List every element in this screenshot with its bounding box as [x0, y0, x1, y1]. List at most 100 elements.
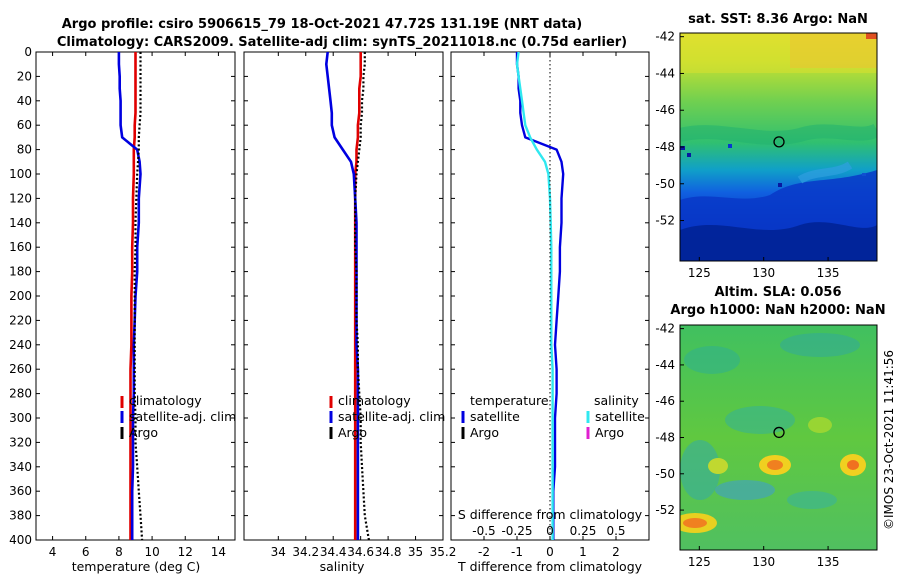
sst-title: sat. SST: 8.36 Argo: NaN [688, 12, 868, 27]
sla-title-1: Altim. SLA: 0.056 [715, 285, 842, 300]
top-x-tick-label: 0.25 [570, 524, 597, 538]
y-tick-label: 80 [17, 143, 32, 157]
series-temperature-satellite [515, 52, 565, 540]
y-tick-label: 200 [9, 289, 32, 303]
top-x-tick-label: -0.25 [501, 524, 532, 538]
title-line-1: Argo profile: csiro 5906615_79 18-Oct-20… [62, 17, 583, 32]
salinity-axes-frame [243, 51, 444, 541]
temperature-x-ticks: 4 6 8 10 12 14 [49, 52, 226, 559]
y-tick-label: 320 [9, 435, 32, 449]
map-y-tick-label: -52 [655, 503, 675, 517]
series-salinity-satellite [515, 51, 554, 540]
s-difference-ticks: -0.5 -0.25 0 0.25 0.5 [472, 524, 625, 538]
legend-t-satellite-label: satellite [470, 409, 520, 424]
sla-map-panel: -42 -44 -46 -48 -50 -52 125 130 135 [655, 322, 878, 569]
x-tick-label: 34.2 [292, 545, 319, 559]
legend-climatology-label: climatology [338, 393, 411, 408]
series-argo [133, 52, 144, 541]
x-tick-label: 4 [49, 545, 57, 559]
y-tick-label: 260 [9, 362, 32, 376]
map-x-tick-label: 130 [752, 266, 775, 280]
sla-map-y-ticks: -42 -44 -46 -48 -50 -52 [655, 322, 684, 517]
y-tick-label: 340 [9, 460, 32, 474]
y-tick-label: 180 [9, 265, 32, 279]
x-tick-label: 0 [546, 545, 554, 559]
x-tick-label: -2 [478, 545, 490, 559]
y-tick-label: 120 [9, 191, 32, 205]
salinity-x-ticks: 34 34.2 34.4 34.6 34.8 35 35.2 [271, 52, 457, 559]
x-tick-label: 34.8 [375, 545, 402, 559]
t-difference-label: T difference from climatology [457, 559, 643, 574]
legend-salinity-heading: salinity [594, 393, 639, 408]
map-x-tick-label: 135 [817, 555, 840, 569]
y-tick-label: 240 [9, 338, 32, 352]
map-y-tick-label: -42 [655, 30, 675, 44]
series-climatology [129, 52, 137, 540]
y-tick-label: 220 [9, 313, 32, 327]
sst-map-panel: -42 -44 -46 -48 -50 -52 125 130 135 [655, 30, 878, 280]
sst-argo-location-marker [773, 136, 785, 148]
sla-title-2: Argo h1000: NaN h2000: NaN [670, 303, 885, 318]
x-tick-label: 35 [408, 545, 423, 559]
y-tick-label: 380 [9, 509, 32, 523]
title-line-2: Climatology: CARS2009. Satellite-adj cli… [57, 35, 627, 50]
sla-map-x-ticks: 125 130 135 [688, 546, 840, 569]
x-tick-label: 35.2 [430, 545, 457, 559]
difference-y-ticks [451, 51, 649, 541]
salinity-series [325, 51, 370, 541]
difference-series [515, 51, 565, 540]
map-y-tick-label: -46 [655, 394, 675, 408]
sla-argo-location-marker [773, 426, 785, 439]
series-satellite-adj-clim [117, 52, 142, 540]
difference-legend: temperature satellite Argo salinity sate… [461, 393, 645, 440]
map-x-tick-label: 130 [752, 555, 775, 569]
legend-t-argo-label: Argo [470, 425, 499, 440]
map-y-tick-label: -50 [655, 467, 675, 481]
map-y-tick-label: -46 [655, 103, 675, 117]
salinity-x-label: salinity [320, 559, 365, 574]
temperature-series [117, 52, 144, 541]
map-y-tick-label: -50 [655, 177, 675, 191]
salinity-panel: 34 34.2 34.4 34.6 34.8 35 35.2 salinity climat… [243, 51, 457, 574]
y-tick-label: 300 [9, 411, 32, 425]
temperature-legend: climatology satellite-adj. clim Argo [120, 393, 236, 440]
x-tick-label: 12 [178, 545, 193, 559]
top-x-tick-label: 0 [546, 524, 554, 538]
series-satellite-adj-clim [325, 51, 360, 540]
x-tick-label: 6 [82, 545, 90, 559]
x-tick-label: 34.4 [320, 545, 347, 559]
temperature-panel: 0 20 40 60 80 100 120 140 160 180 200 220 240 260 280 3… [9, 45, 236, 574]
salinity-y-ticks [244, 51, 443, 541]
y-tick-label: 140 [9, 216, 32, 230]
series-argo [354, 52, 370, 541]
temperature-y-ticks: 0 20 40 60 80 100 120 140 160 180 200 220 240 260 280 3… [9, 45, 235, 547]
top-x-tick-label: 0.5 [606, 524, 625, 538]
map-y-tick-label: -48 [655, 431, 675, 445]
x-tick-label: 34.6 [347, 545, 374, 559]
temperature-x-label: temperature (deg C) [72, 559, 201, 574]
difference-panel: -2 -1 0 1 2 S difference from climatology -0… [450, 51, 650, 574]
map-y-tick-label: -44 [655, 66, 675, 80]
map-x-tick-label: 125 [688, 555, 711, 569]
map-x-tick-label: 125 [688, 266, 711, 280]
top-x-tick-label: -0.5 [472, 524, 495, 538]
map-y-tick-label: -42 [655, 322, 675, 336]
x-tick-label: 8 [115, 545, 123, 559]
legend-climatology-label: climatology [129, 393, 202, 408]
y-tick-label: 20 [17, 69, 32, 83]
y-tick-label: 0 [24, 45, 32, 59]
sst-map-x-ticks: 125 130 135 [688, 257, 840, 280]
x-tick-label: -1 [511, 545, 523, 559]
y-tick-label: 60 [17, 118, 32, 132]
x-tick-label: 1 [579, 545, 587, 559]
map-y-tick-label: -52 [655, 214, 675, 228]
x-tick-label: 14 [211, 545, 226, 559]
timestamp-stamp: ©IMOS 23-Oct-2021 11:41:56 [882, 350, 896, 530]
x-tick-label: 2 [612, 545, 620, 559]
y-tick-label: 100 [9, 167, 32, 181]
legend-s-argo-label: Argo [595, 425, 624, 440]
y-tick-label: 360 [9, 484, 32, 498]
legend-argo-label: Argo [338, 425, 367, 440]
y-tick-label: 280 [9, 387, 32, 401]
